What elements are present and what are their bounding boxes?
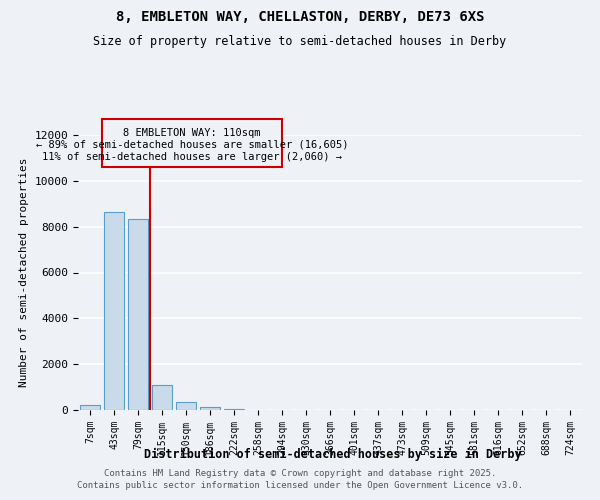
Text: ← 89% of semi-detached houses are smaller (16,605): ← 89% of semi-detached houses are smalle… (36, 140, 349, 149)
Bar (80, 406, 100, 410)
Text: 11% of semi-detached houses are larger (2,060) →: 11% of semi-detached houses are larger (… (42, 152, 342, 162)
Bar (128, 218, 148, 410)
Text: 8, EMBLETON WAY, CHELLASTON, DERBY, DE73 6XS: 8, EMBLETON WAY, CHELLASTON, DERBY, DE73… (116, 10, 484, 24)
Bar (224, 408, 244, 410)
Text: Contains HM Land Registry data © Crown copyright and database right 2025.: Contains HM Land Registry data © Crown c… (104, 468, 496, 477)
FancyBboxPatch shape (103, 119, 282, 167)
Bar (104, 212, 124, 410)
Bar (176, 402, 196, 410)
Text: 8 EMBLETON WAY: 110sqm: 8 EMBLETON WAY: 110sqm (124, 128, 261, 138)
Y-axis label: Number of semi-detached properties: Number of semi-detached properties (19, 158, 29, 387)
Text: Size of property relative to semi-detached houses in Derby: Size of property relative to semi-detach… (94, 35, 506, 48)
Bar (152, 385, 172, 410)
Bar (200, 408, 220, 410)
Text: Contains public sector information licensed under the Open Government Licence v3: Contains public sector information licen… (77, 481, 523, 490)
Text: Distribution of semi-detached houses by size in Derby: Distribution of semi-detached houses by … (144, 448, 522, 460)
